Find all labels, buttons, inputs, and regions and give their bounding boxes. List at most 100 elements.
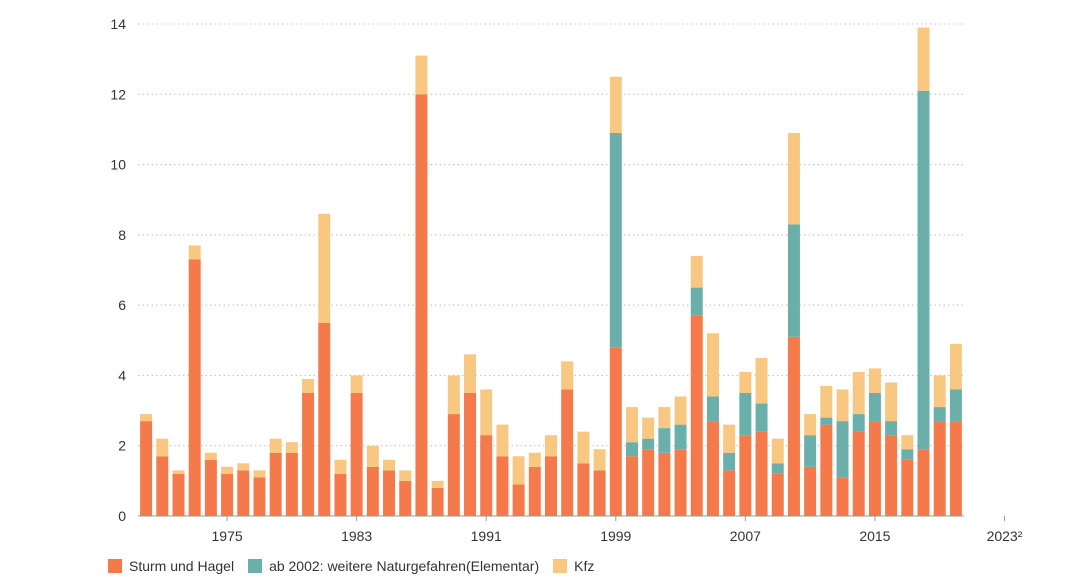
bar-segment-kfz-5 <box>221 466 234 474</box>
bar-segment-kfz-21 <box>480 389 493 436</box>
bar-segment-sturm-26 <box>561 389 574 516</box>
bar-segment-kfz-19 <box>447 375 460 415</box>
bar-segment-sturm-29 <box>609 347 622 516</box>
legend-item-sturm: Sturm und Hagel <box>108 558 234 574</box>
bar-segment-kfz-18 <box>431 480 444 488</box>
y-tick-label-4: 4 <box>118 367 126 383</box>
bar-segment-sturm-36 <box>723 470 736 516</box>
bar-segment-elementar-42 <box>820 417 833 425</box>
bar-segment-sturm-10 <box>302 393 315 516</box>
bar-segment-kfz-11 <box>318 213 331 323</box>
legend-label-sturm: Sturm und Hagel <box>129 558 235 574</box>
bar-segment-elementar-32 <box>658 428 671 453</box>
bar-segment-kfz-38 <box>755 357 768 404</box>
bar-segment-kfz-25 <box>545 435 557 457</box>
y-tick-label-8: 8 <box>118 227 126 243</box>
x-tick-label-2015: 2015 <box>859 528 890 544</box>
bar-segment-kfz-43 <box>836 389 849 422</box>
bar-segment-elementar-48 <box>917 90 930 450</box>
bar-segment-elementar-30 <box>625 442 638 457</box>
bar-segment-kfz-24 <box>528 452 541 467</box>
bar-segment-elementar-38 <box>755 403 768 432</box>
bar-segment-sturm-41 <box>804 466 817 516</box>
bar-segment-kfz-28 <box>593 449 606 471</box>
bar-segment-sturm-4 <box>204 459 217 516</box>
bar-segment-elementar-33 <box>674 424 687 450</box>
bar-segment-sturm-50 <box>949 421 962 516</box>
bar-segment-kfz-17 <box>415 55 428 95</box>
x-tick-label-2023²: 2023² <box>987 528 1023 544</box>
x-tick-label-1983: 1983 <box>341 528 372 544</box>
x-tick-label-2007: 2007 <box>730 528 761 544</box>
bar-segment-elementar-43 <box>836 421 849 478</box>
bar-segment-elementar-36 <box>723 452 736 471</box>
bar-segment-kfz-20 <box>464 354 477 393</box>
bar-segment-sturm-14 <box>366 466 379 516</box>
bar-segment-sturm-6 <box>237 470 250 516</box>
bar-segment-elementar-37 <box>739 393 752 436</box>
bar-segment-sturm-1 <box>156 456 169 516</box>
bar-segment-sturm-27 <box>577 463 590 516</box>
bar-segment-elementar-46 <box>885 421 898 436</box>
bar-segment-kfz-31 <box>642 417 655 439</box>
bar-segment-sturm-12 <box>334 473 347 516</box>
bar-segment-kfz-4 <box>204 452 217 460</box>
bar-segment-kfz-49 <box>933 375 946 408</box>
bar-segment-kfz-50 <box>949 343 962 390</box>
legend-swatch-elementar <box>248 559 263 573</box>
bar-segment-sturm-35 <box>706 421 719 516</box>
bar-segment-kfz-7 <box>253 470 266 478</box>
legend-label-kfz: Kfz <box>574 558 595 574</box>
bar-segment-sturm-32 <box>658 452 671 516</box>
x-tick-label-1999: 1999 <box>600 528 631 544</box>
bar-segment-kfz-3 <box>188 245 201 260</box>
bar-segment-sturm-21 <box>480 435 493 516</box>
bar-segment-elementar-29 <box>609 132 622 348</box>
bar-segment-sturm-37 <box>739 435 752 516</box>
bar-segment-sturm-31 <box>642 449 655 516</box>
bar-segment-kfz-41 <box>804 414 817 436</box>
bar-segment-kfz-1 <box>156 438 169 457</box>
bar-segment-kfz-30 <box>625 407 638 443</box>
bar-segment-sturm-25 <box>545 456 557 516</box>
bar-segment-elementar-44 <box>852 414 865 432</box>
bar-segment-kfz-34 <box>690 255 703 288</box>
bar-segment-kfz-15 <box>383 459 396 471</box>
bar-segment-kfz-47 <box>901 435 914 450</box>
legend-swatch-sturm <box>108 559 122 573</box>
bar-segment-kfz-48 <box>917 27 930 91</box>
bar-segment-kfz-33 <box>674 396 687 425</box>
bar-segment-sturm-44 <box>852 431 865 516</box>
legend-item-elementar: ab 2002: weitere Naturgefahren(Elementar… <box>248 558 539 574</box>
bar-segment-sturm-34 <box>690 315 703 516</box>
bar-segment-kfz-40 <box>787 132 800 225</box>
bar-segment-kfz-46 <box>885 382 898 422</box>
y-tick-label-10: 10 <box>110 157 126 173</box>
bar-segment-kfz-45 <box>868 368 881 393</box>
bar-segment-sturm-39 <box>771 473 784 516</box>
bar-segment-sturm-18 <box>431 487 444 516</box>
bar-segment-sturm-42 <box>820 424 833 516</box>
bar-segment-kfz-9 <box>285 442 298 453</box>
bar-segment-sturm-38 <box>755 431 768 516</box>
legend: Sturm und Hagel ab 2002: weitere Naturge… <box>108 556 608 576</box>
y-tick-label-0: 0 <box>118 508 126 524</box>
bar-segment-sturm-13 <box>350 393 363 516</box>
bar-segment-sturm-22 <box>496 456 509 516</box>
bar-segment-kfz-36 <box>723 424 736 453</box>
bar-segment-elementar-49 <box>933 407 946 422</box>
legend-label-elementar: ab 2002: weitere Naturgefahren(Elementar… <box>269 558 540 574</box>
bar-segment-sturm-3 <box>188 259 201 516</box>
bar-segment-sturm-2 <box>172 473 185 516</box>
bar-segment-sturm-47 <box>901 459 914 516</box>
bar-segment-elementar-31 <box>642 438 655 450</box>
bar-segment-sturm-23 <box>512 484 525 516</box>
bar-segment-kfz-6 <box>237 463 250 471</box>
bar-segment-kfz-10 <box>302 378 315 393</box>
bar-segment-sturm-24 <box>528 466 541 516</box>
y-tick-label-2: 2 <box>118 438 126 454</box>
bar-segment-elementar-41 <box>804 435 817 467</box>
bar-segment-sturm-20 <box>464 393 477 516</box>
bar-segment-kfz-29 <box>609 76 622 133</box>
